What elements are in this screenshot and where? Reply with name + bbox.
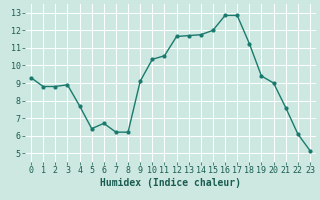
X-axis label: Humidex (Indice chaleur): Humidex (Indice chaleur) xyxy=(100,178,241,188)
